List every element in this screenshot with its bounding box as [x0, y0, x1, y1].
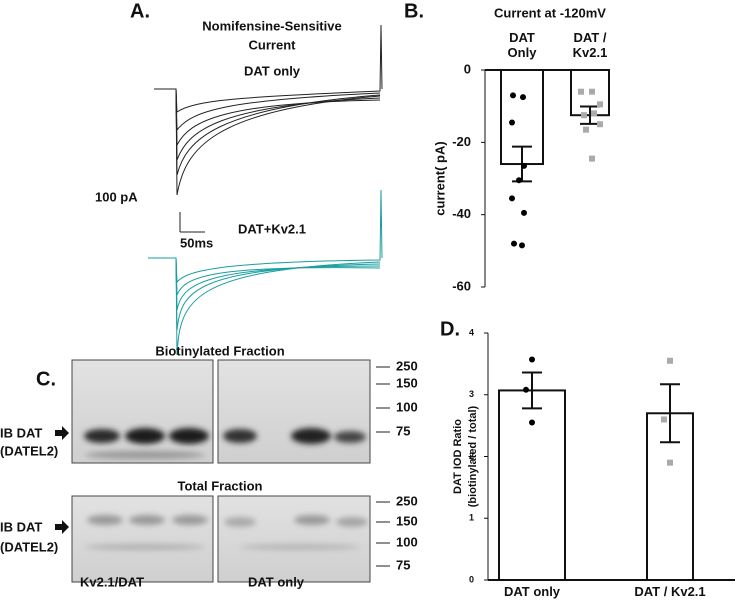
- data-point: [667, 357, 673, 364]
- marker-label: 150: [396, 513, 418, 528]
- marker-label: 75: [396, 423, 410, 438]
- y-tick-label: 0: [464, 61, 471, 76]
- panel-label: C.: [36, 368, 56, 390]
- group-label: Kv2.1/DAT: [80, 574, 144, 589]
- fraction-title: Biotinylated Fraction: [155, 343, 284, 358]
- marker-label: 250: [396, 493, 418, 508]
- data-point: [511, 240, 517, 247]
- panel-title: Current: [249, 37, 297, 52]
- traces-kv: [148, 189, 383, 356]
- data-point: [597, 101, 603, 108]
- bar: [498, 389, 566, 581]
- x-tick-label: DAT / Kv2.1: [572, 30, 608, 60]
- group-label: DAT only: [248, 574, 305, 589]
- traces-dat: [154, 24, 383, 196]
- data-point: [510, 92, 516, 99]
- panel-label: D.: [440, 318, 460, 340]
- y-tick-label: 2: [469, 451, 474, 461]
- data-point: [516, 177, 522, 184]
- y-tick-label: 4: [469, 327, 474, 337]
- data-point: [578, 88, 584, 95]
- data-point: [589, 155, 595, 162]
- panel-label: A.: [130, 0, 150, 22]
- y-axis-label: current( pA): [432, 141, 447, 215]
- y-tick-label: -40: [452, 206, 471, 221]
- marker-label: 100: [396, 534, 418, 549]
- y-tick-label: 1: [469, 513, 474, 523]
- chart-title: Current at -120mV: [494, 5, 606, 20]
- data-point: [521, 209, 527, 216]
- panel-label: B.: [404, 0, 424, 22]
- trace-label: DAT+Kv2.1: [238, 221, 306, 236]
- data-point: [529, 419, 535, 426]
- row-label: (DATEL2): [0, 443, 58, 458]
- data-point: [509, 195, 515, 202]
- row-label: (DATEL2): [0, 539, 58, 554]
- arrow: [55, 426, 69, 440]
- data-point: [597, 121, 603, 128]
- data-point: [583, 126, 589, 133]
- data-point: [523, 386, 529, 393]
- marker-label: 75: [396, 557, 410, 572]
- x-tick-label: DAT Only: [507, 30, 537, 60]
- marker-label: 250: [396, 358, 418, 373]
- scale-label: 100 pA: [95, 189, 138, 204]
- data-point: [581, 112, 587, 119]
- x-tick-label: DAT / Kv2.1: [634, 584, 706, 599]
- fraction-title: Total Fraction: [178, 478, 263, 493]
- marker-label: 150: [396, 375, 418, 390]
- data-point: [529, 356, 535, 363]
- data-point: [591, 110, 597, 117]
- data-point: [520, 94, 526, 101]
- trace-label: DAT only: [244, 63, 301, 78]
- arrow: [55, 520, 69, 534]
- y-axis-label: (biotinylated / total): [467, 405, 479, 507]
- x-tick-label: DAT only: [503, 584, 561, 599]
- data-point: [521, 162, 527, 169]
- data-point: [509, 119, 515, 126]
- blots: [71, 359, 371, 583]
- marker-label: 100: [396, 399, 418, 414]
- data-point: [661, 416, 667, 423]
- y-tick-label: 0: [469, 574, 474, 584]
- panel-title: Nomifensine-Sensitive: [202, 18, 341, 33]
- data-point: [667, 459, 673, 466]
- data-point: [589, 88, 595, 95]
- scale-label: 50ms: [180, 235, 213, 250]
- y-tick-label: -20: [452, 134, 471, 149]
- row-label: IB DAT: [0, 519, 42, 534]
- y-tick-label: 3: [469, 389, 474, 399]
- data-point: [519, 242, 525, 249]
- y-axis-label: DAT IOD Ratio: [452, 419, 464, 494]
- marker-ticks: [376, 366, 390, 567]
- row-label: IB DAT: [0, 425, 42, 440]
- y-tick-label: -60: [452, 278, 471, 293]
